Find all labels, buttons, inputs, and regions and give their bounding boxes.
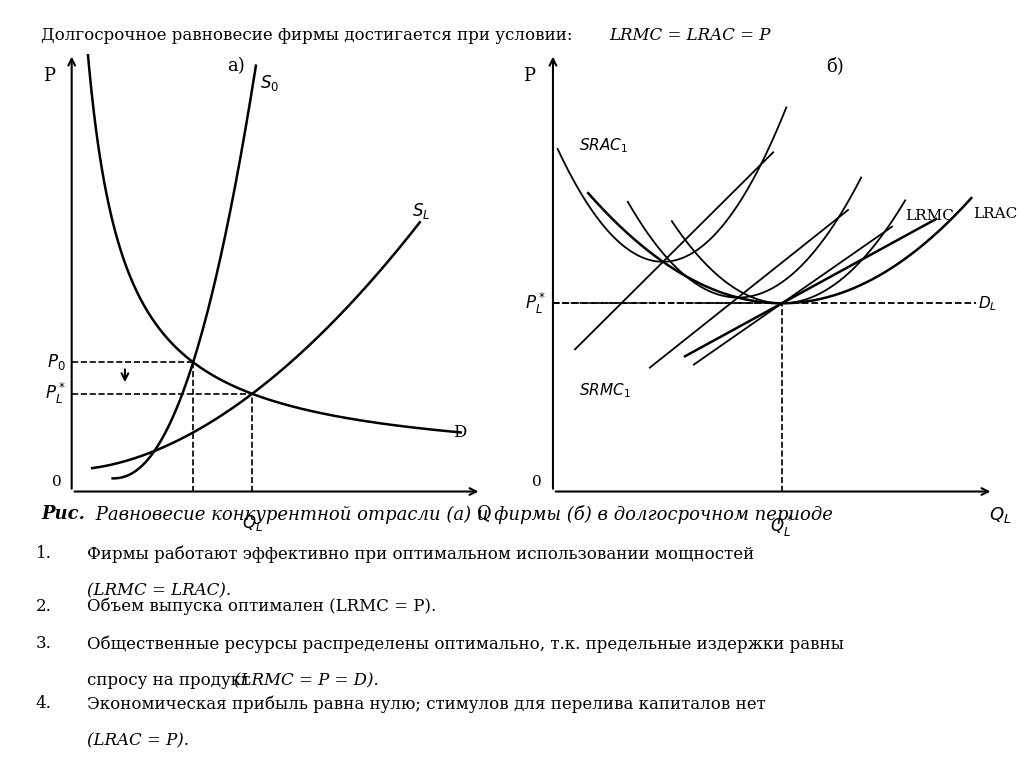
Text: Экономическая прибыль равна нулю; стимулов для перелива капиталов нет: Экономическая прибыль равна нулю; стимул… [87, 695, 766, 713]
Text: 4.: 4. [36, 695, 52, 712]
Text: 3.: 3. [36, 635, 52, 652]
Text: $SRAC_1$: $SRAC_1$ [580, 136, 629, 155]
Text: Фирмы работают эффективно при оптимальном использовании мощностей: Фирмы работают эффективно при оптимально… [87, 545, 755, 563]
Text: $P_0$: $P_0$ [47, 353, 66, 372]
Text: Q: Q [477, 505, 492, 523]
Text: б): б) [826, 58, 844, 75]
Text: (LRAC = P).: (LRAC = P). [87, 732, 189, 749]
Text: Объем выпуска оптимален (LRMC = P).: Объем выпуска оптимален (LRMC = P). [87, 598, 436, 615]
Text: $D_L$: $D_L$ [978, 294, 997, 313]
Text: (LRMC = LRAC).: (LRMC = LRAC). [87, 582, 231, 599]
Text: $Q_L$: $Q_L$ [242, 513, 262, 534]
Text: Долгосрочное равновесие фирмы достигается при условии:: Долгосрочное равновесие фирмы достигаетс… [41, 27, 578, 44]
Text: $S_0$: $S_0$ [260, 72, 280, 93]
Text: P: P [523, 67, 536, 85]
Text: LRAC: LRAC [974, 207, 1018, 221]
Text: 2.: 2. [36, 598, 52, 614]
Text: $SRMC_1$: $SRMC_1$ [580, 381, 631, 400]
Text: $P^*_L$: $P^*_L$ [525, 291, 547, 316]
Text: 0: 0 [532, 475, 542, 489]
Text: Равновесие конкурентной отрасли (а) и фирмы (б) в долгосрочном периоде: Равновесие конкурентной отрасли (а) и фи… [90, 505, 833, 524]
Text: D: D [453, 424, 466, 441]
Text: $S_L$: $S_L$ [412, 200, 430, 220]
Text: LRMC = LRAC = P: LRMC = LRAC = P [609, 27, 771, 44]
Text: а): а) [227, 58, 245, 75]
Text: спросу на продукт: спросу на продукт [87, 672, 256, 689]
Text: 0: 0 [51, 475, 61, 489]
Text: $Q_L$: $Q_L$ [989, 505, 1012, 525]
Text: LRMC: LRMC [905, 209, 954, 223]
Text: $P^*_L$: $P^*_L$ [44, 381, 66, 406]
Text: 1.: 1. [36, 545, 52, 562]
Text: (LRMC = P = D).: (LRMC = P = D). [234, 672, 379, 689]
Text: Общественные ресурсы распределены оптимально, т.к. предельные издержки равны: Общественные ресурсы распределены оптима… [87, 635, 844, 653]
Text: P: P [43, 67, 55, 85]
Text: $Q^*_L$: $Q^*_L$ [770, 513, 794, 538]
Text: Рис.: Рис. [41, 505, 85, 522]
